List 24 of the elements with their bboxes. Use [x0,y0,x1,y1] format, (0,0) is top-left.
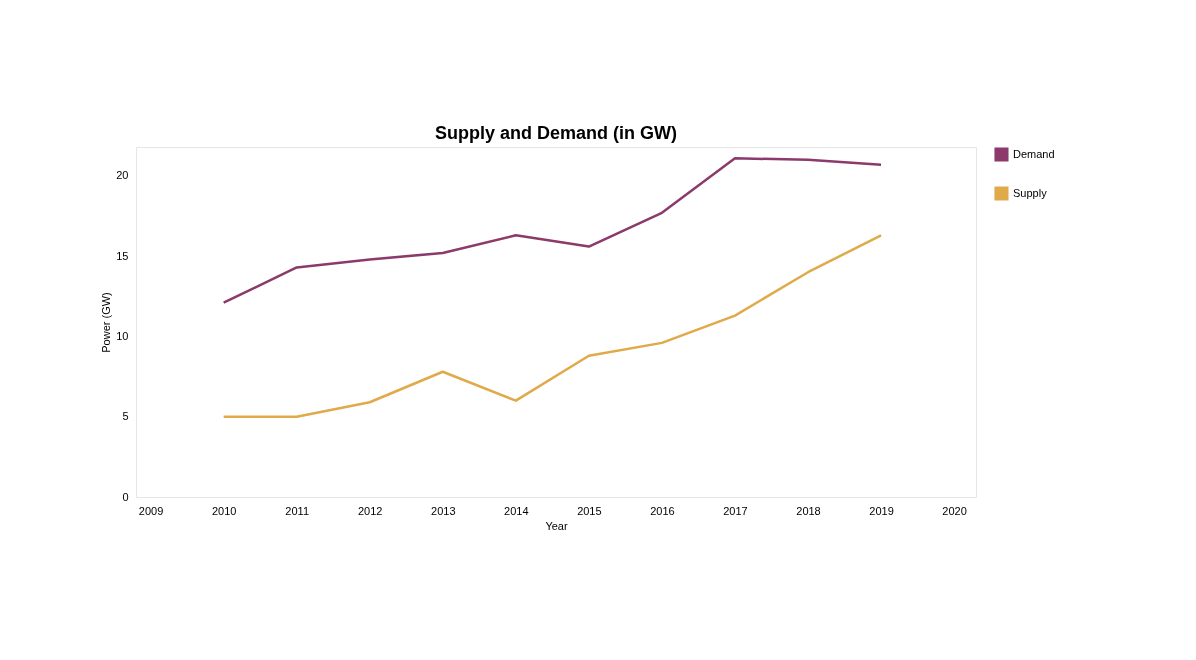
legend-label: Supply [1013,186,1048,199]
x-tick-label: 2019 [869,504,894,517]
y-tick-label: 10 [116,329,129,342]
x-tick-label: 2017 [723,504,748,517]
x-tick-label: 2010 [211,504,237,517]
y-tick-label: 15 [116,249,129,262]
y-tick-label: 20 [116,169,129,182]
x-tick-label: 2011 [285,504,310,517]
x-axis-title: Year [545,519,568,532]
y-tick-label: 5 [122,410,129,423]
x-tick-label: 2014 [504,504,529,517]
chart-title: Supply and Demand (in GW) [435,123,677,143]
x-tick-label: 2015 [577,504,602,517]
x-tick-label: 2016 [650,504,675,517]
line-series [222,234,883,418]
x-tick-label: 2009 [138,504,164,517]
x-tick-label: 2013 [431,504,456,517]
y-tick-label: 0 [122,490,129,503]
x-tick-label: 2020 [942,504,967,517]
y-axis-title: Power (GW) [100,292,113,353]
x-tick-label: 2018 [796,504,821,517]
legend-label: Demand [1013,147,1055,160]
line-series [222,156,883,304]
x-tick-label: 2012 [358,504,383,517]
